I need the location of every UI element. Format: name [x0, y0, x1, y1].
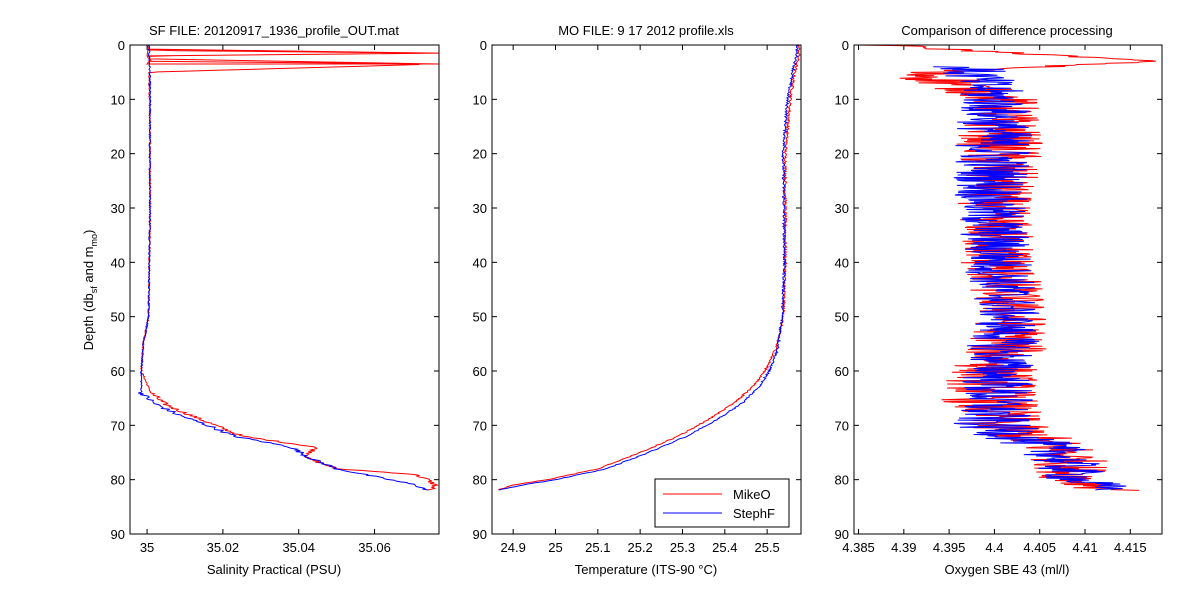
oxygen-title: Comparison of difference processing: [901, 23, 1113, 38]
depth-ylabel-sub1: sf: [89, 286, 99, 294]
oxygen-ytick-label-10: 10: [835, 92, 849, 107]
oxygen-series-stephf: [933, 66, 1127, 491]
temperature-xtick-label-6: 25.5: [754, 540, 779, 555]
salinity-xtick-label-1: 35.02: [207, 540, 240, 555]
oxygen-ytick-label-20: 20: [835, 147, 849, 162]
temperature-ytick-label-10: 10: [473, 92, 487, 107]
salinity-xtick-label-3: 35.06: [358, 540, 391, 555]
temperature-ytick-label-20: 20: [473, 147, 487, 162]
salinity-subplot: SF FILE: 20120917_1936_profile_OUT.mat S…: [111, 23, 440, 577]
oxygen-xtick-label-6: 4.415: [1114, 540, 1147, 555]
salinity-ytick-label-30: 30: [111, 201, 125, 216]
temperature-plot-area: [498, 45, 801, 491]
oxygen-xtick-label-2: 4.395: [933, 540, 966, 555]
oxygen-ytick-label-0: 0: [842, 38, 849, 53]
oxygen-ytick-label-50: 50: [835, 310, 849, 325]
oxygen-series-mikeo: [855, 45, 1156, 491]
salinity-ytick-label-50: 50: [111, 310, 125, 325]
oxygen-ytick-label-90: 90: [835, 527, 849, 542]
oxygen-ytick-label-70: 70: [835, 418, 849, 433]
depth-ylabel: Depth (dbsf and mmo): [81, 230, 99, 351]
temperature-axes-frame: [491, 44, 802, 535]
oxygen-xtick-label-4: 4.405: [1023, 540, 1056, 555]
temperature-ytick-label-60: 60: [473, 364, 487, 379]
temperature-subplot: MO FILE: 9 17 2012 profile.xls Temperatu…: [473, 23, 802, 577]
temperature-ytick-label-50: 50: [473, 310, 487, 325]
oxygen-ytick-label-30: 30: [835, 201, 849, 216]
oxygen-xtick-label-1: 4.39: [891, 540, 916, 555]
temperature-ytick-label-30: 30: [473, 201, 487, 216]
salinity-ytick-label-80: 80: [111, 473, 125, 488]
salinity-ytick-label-10: 10: [111, 92, 125, 107]
temperature-series-stephf: [498, 45, 799, 491]
legend-box: [654, 478, 790, 528]
temperature-xtick-label-5: 25.4: [712, 540, 737, 555]
salinity-ytick-label-60: 60: [111, 364, 125, 379]
oxygen-ytick-label-40: 40: [835, 255, 849, 270]
oxygen-ytick-label-80: 80: [835, 473, 849, 488]
salinity-title: SF FILE: 20120917_1936_profile_OUT.mat: [149, 23, 399, 38]
temperature-ytick-label-80: 80: [473, 473, 487, 488]
oxygen-plot-area: [855, 45, 1156, 491]
salinity-ytick-label-70: 70: [111, 418, 125, 433]
salinity-ytick-label-90: 90: [111, 527, 125, 542]
temperature-xtick-label-2: 25.1: [585, 540, 610, 555]
oxygen-subplot: Comparison of difference processing Oxyg…: [835, 23, 1163, 577]
temperature-xtick-label-1: 25: [548, 540, 562, 555]
oxygen-axes-frame: [853, 44, 1163, 535]
temperature-ytick-label-0: 0: [480, 38, 487, 53]
temperature-xtick-label-4: 25.3: [670, 540, 695, 555]
temperature-title: MO FILE: 9 17 2012 profile.xls: [558, 23, 734, 38]
oxygen-xlabel: Oxygen SBE 43 (ml/l): [945, 562, 1070, 577]
oxygen-xtick-label-0: 4.385: [842, 540, 875, 555]
temperature-xlabel: Temperature (ITS-90 °C): [575, 562, 717, 577]
oxygen-xtick-label-3: 4.4: [985, 540, 1003, 555]
salinity-ytick-label-0: 0: [118, 38, 125, 53]
temperature-xtick-label-3: 25.2: [627, 540, 652, 555]
salinity-ytick-label-40: 40: [111, 255, 125, 270]
temperature-ytick-label-70: 70: [473, 418, 487, 433]
salinity-series-stephf: [138, 45, 429, 491]
oxygen-xtick-label-5: 4.41: [1072, 540, 1097, 555]
salinity-xlabel: Salinity Practical (PSU): [207, 562, 341, 577]
salinity-axes-frame: [129, 44, 440, 535]
salinity-plot-area: [138, 45, 439, 491]
legend: MikeO StephF: [654, 478, 790, 528]
legend-label-mikeo: MikeO: [733, 487, 771, 502]
temperature-ytick-label-40: 40: [473, 255, 487, 270]
salinity-xtick-label-2: 35.04: [282, 540, 315, 555]
depth-ylabel-main: Depth (db: [81, 293, 96, 350]
legend-label-stephf: StephF: [733, 506, 775, 521]
depth-ylabel-sub2: mo: [89, 234, 99, 247]
depth-ylabel-mid: and m: [81, 247, 96, 287]
temperature-ytick-label-90: 90: [473, 527, 487, 542]
salinity-ytick-label-20: 20: [111, 147, 125, 162]
temperature-xtick-label-0: 24.9: [501, 540, 526, 555]
salinity-xtick-label-0: 35: [140, 540, 154, 555]
oxygen-ytick-label-60: 60: [835, 364, 849, 379]
depth-ylabel-end: ): [81, 230, 96, 234]
